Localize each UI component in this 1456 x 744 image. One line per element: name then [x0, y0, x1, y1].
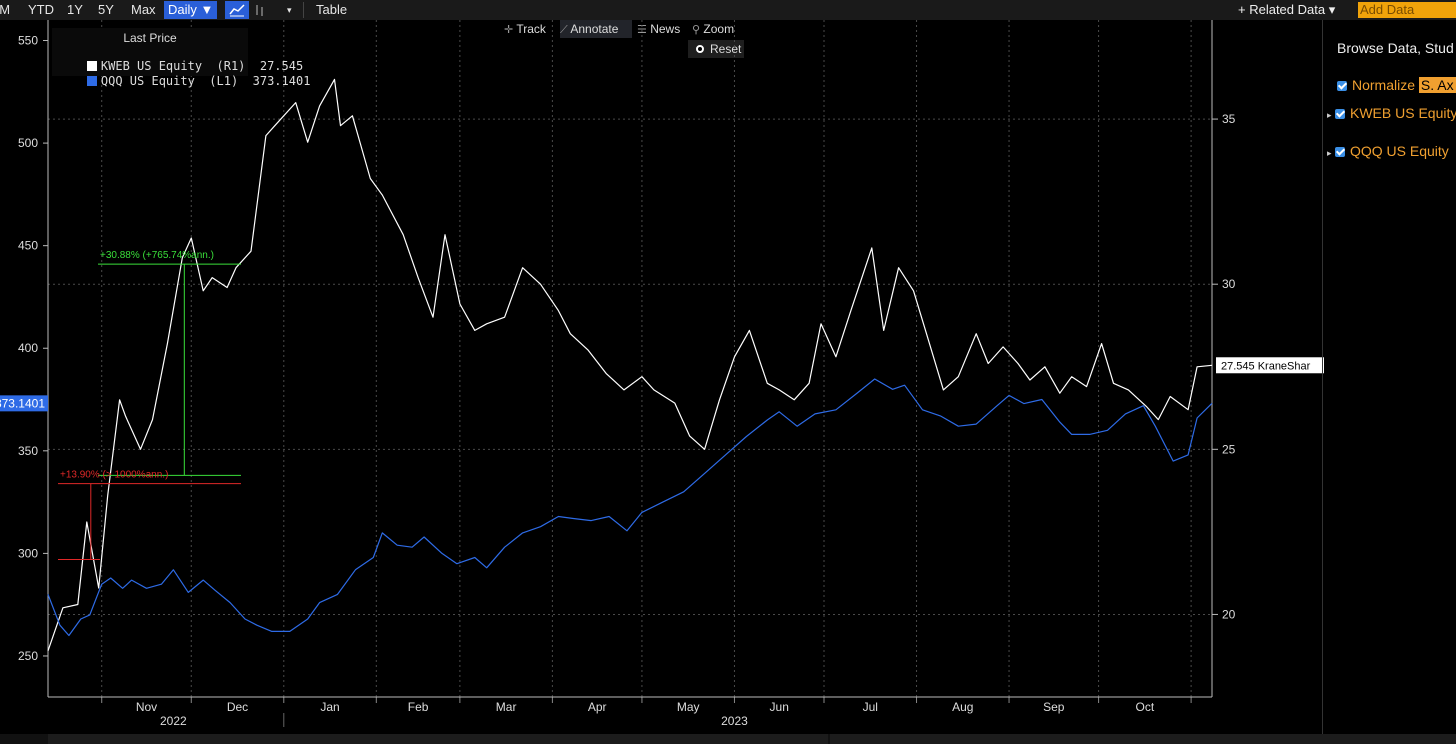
chart-series — [47, 78, 1213, 651]
axis-labels: 250 300 350 400 450 500 550 20 25 30 35 Nov Dec Jan Fe… — [0, 34, 1324, 728]
month-label: Feb — [408, 700, 429, 714]
month-label: Nov — [136, 700, 157, 714]
right-tick-label: 30 — [1222, 277, 1236, 291]
scrollbar-track[interactable] — [48, 734, 828, 744]
bottom-scrollbar[interactable] — [0, 734, 1456, 744]
month-label: Sep — [1043, 700, 1065, 714]
left-tick-label: 400 — [18, 341, 38, 355]
chart-legend: Last Price KWEB US Equity (R1) 27.545 QQ… — [52, 28, 310, 88]
left-tick-label: 550 — [18, 34, 38, 48]
annotate-button[interactable]: ⟋ Annotate — [560, 20, 632, 38]
line-chart-icon[interactable] — [225, 1, 249, 19]
range-5m-button[interactable]: 5M — [0, 2, 11, 17]
left-tick-label: 300 — [18, 546, 38, 560]
month-label: Oct — [1136, 700, 1155, 714]
range-1y-button[interactable]: 1Y — [67, 2, 83, 17]
s-axis-button[interactable]: S. Ax — [1418, 77, 1456, 93]
left-last-value-text: 373.1401 — [0, 396, 45, 410]
range-5y-button[interactable]: 5Y — [98, 2, 114, 17]
year-label: 2022 — [160, 714, 187, 728]
month-label: Jun — [770, 700, 789, 714]
expand-arrow-icon[interactable]: ▸ — [1327, 110, 1332, 120]
right-last-value-text: 27.545 KraneShar — [1221, 360, 1311, 372]
month-label: Jan — [320, 700, 339, 714]
bar-chart-icon[interactable] — [250, 1, 270, 19]
month-label: Mar — [496, 700, 517, 714]
month-label: May — [677, 700, 700, 714]
chart-axes — [43, 20, 1218, 727]
related-data-button[interactable]: + Related Data ▾ — [1238, 2, 1336, 17]
left-tick-label: 250 — [18, 649, 38, 663]
check-icon — [1335, 109, 1345, 119]
range-max-button[interactable]: Max — [131, 2, 156, 17]
legend-item-qqq[interactable]: QQQ US Equity (L1) 373.1401 — [58, 60, 310, 102]
browse-data-panel: Browse Data, Stud Normalize S. Ax ▸ KWEB… — [1322, 20, 1456, 734]
news-icon: ☰ — [637, 24, 647, 36]
month-label: Apr — [588, 700, 607, 714]
legend-title: Last Price — [123, 31, 177, 45]
series-toggle-qqq[interactable]: QQQ US Equity — [1335, 143, 1449, 159]
series-line-qqq — [47, 378, 1213, 637]
month-label: Dec — [227, 700, 248, 714]
track-button[interactable]: ✛ Track — [504, 22, 546, 36]
normalize-checkbox[interactable]: Normalize S. Ax — [1337, 77, 1456, 93]
left-tick-label: 500 — [18, 136, 38, 150]
frequency-dropdown[interactable]: Daily ▼ — [164, 1, 218, 19]
right-tick-label: 20 — [1222, 607, 1236, 621]
crosshair-icon: ✛ — [504, 24, 514, 36]
month-label: Jul — [863, 700, 878, 714]
reset-icon — [696, 45, 704, 53]
left-tick-label: 350 — [18, 444, 38, 458]
annotation-label: +13.90% (> 1000%ann.) — [60, 470, 168, 481]
chart-type-chevron-icon[interactable]: ▾ — [287, 5, 292, 15]
toolbar-divider — [303, 2, 304, 18]
right-last-value-tag — [1216, 357, 1324, 374]
range-ytd-button[interactable]: YTD — [28, 2, 54, 17]
chart-grid — [48, 20, 1212, 697]
annotation-label: +30.88% (+765.74%ann.) — [100, 250, 214, 261]
legend-swatch-kweb — [86, 61, 97, 71]
add-data-input[interactable]: Add Data — [1358, 2, 1456, 18]
news-button[interactable]: ☰ News — [637, 22, 681, 36]
legend-swatch-qqq — [86, 76, 97, 86]
series-line-kweb — [47, 78, 1213, 651]
left-last-value-tag — [0, 395, 48, 412]
month-label: Aug — [952, 700, 973, 714]
check-icon — [1335, 147, 1345, 157]
browse-data-title: Browse Data, Stud — [1337, 40, 1454, 56]
pencil-icon: ⟋ — [560, 24, 568, 36]
table-button[interactable]: Table — [316, 2, 348, 17]
left-tick-label: 450 — [18, 239, 38, 253]
reset-button[interactable]: Reset — [688, 40, 744, 58]
legend-item-kweb[interactable]: KWEB US Equity (R1) 27.545 — [58, 45, 303, 87]
chart-annotations: +30.88% (+765.74%ann.) +13.90% (> 1000%an… — [58, 250, 241, 561]
zoom-button[interactable]: ⚲ Zoom — [692, 22, 735, 36]
check-icon — [1337, 81, 1347, 91]
toolbar: 5M YTD 1Y 5Y Max Daily ▼ ▾ Table + Relat… — [0, 0, 1456, 20]
expand-arrow-icon[interactable]: ▸ — [1327, 148, 1332, 158]
right-tick-label: 25 — [1222, 442, 1236, 456]
year-label: 2023 — [721, 714, 748, 728]
series-toggle-kweb[interactable]: KWEB US Equity — [1335, 105, 1456, 121]
right-tick-label: 35 — [1222, 112, 1236, 126]
magnifier-icon: ⚲ — [692, 24, 701, 36]
scrollbar-track-right[interactable] — [830, 734, 1456, 744]
